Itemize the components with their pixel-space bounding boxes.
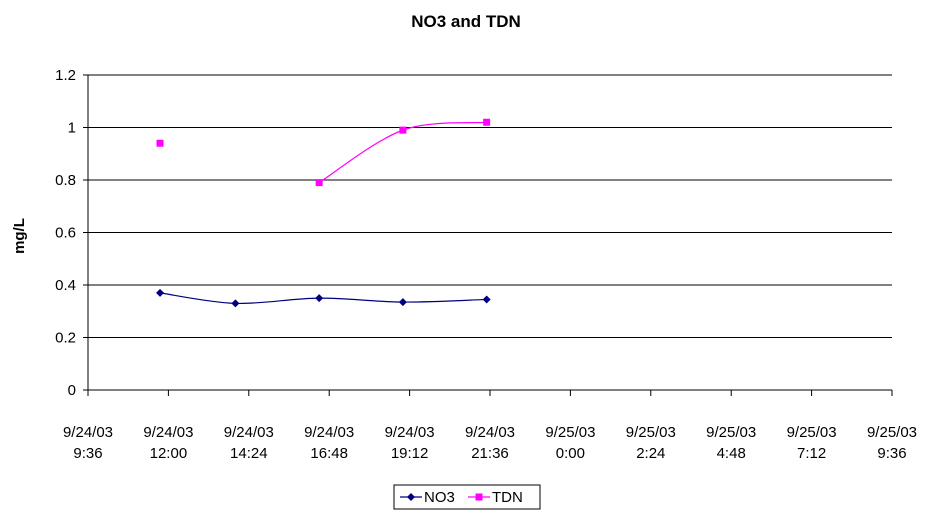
y-tick-label: 0.8	[55, 172, 76, 189]
y-tick-label: 1	[68, 120, 76, 137]
chart-title: NO3 and TDN	[411, 12, 521, 31]
x-tick-label-date: 9/24/03	[224, 424, 274, 441]
x-tick-label-date: 9/25/03	[787, 424, 837, 441]
x-tick-label-date: 9/25/03	[626, 424, 676, 441]
legend-item-tdn: TDN	[468, 489, 523, 506]
y-axis-label: mg/L	[11, 218, 28, 254]
series-no3	[156, 288, 491, 308]
grid-lines	[83, 74, 892, 391]
x-tick-label-time: 16:48	[310, 445, 348, 462]
x-tick-label-time: 9:36	[877, 445, 906, 462]
y-tick-label: 0.4	[55, 277, 76, 294]
y-tick-label: 0.2	[55, 330, 76, 347]
x-tick-labels: 9/24/03 9:36 9/24/03 12:00 9/24/03 14:24 9/24/…	[63, 424, 917, 462]
legend-label-no3: NO3	[424, 489, 455, 506]
x-tick-label-date: 9/24/03	[143, 424, 193, 441]
x-tick-label-time: 4:48	[717, 445, 746, 462]
no3-line	[159, 292, 487, 305]
x-tick-label-date: 9/25/03	[706, 424, 756, 441]
legend-marker-tdn	[475, 493, 483, 501]
tdn-point	[156, 139, 164, 147]
y-tick-label: 0.6	[55, 225, 76, 242]
x-tick-label-date: 9/24/03	[385, 424, 435, 441]
x-tick-label-time: 14:24	[230, 445, 268, 462]
series-tdn	[156, 118, 491, 187]
x-tick-label-date: 9/25/03	[867, 424, 917, 441]
legend: NO3 TDN	[393, 484, 541, 510]
tdn-point	[483, 118, 491, 126]
tdn-point	[315, 179, 323, 187]
x-tick-label-date: 9/24/03	[465, 424, 515, 441]
x-tick-label-time: 7:12	[797, 445, 826, 462]
y-tick-label: 1.2	[55, 67, 76, 84]
x-tick-label-time: 2:24	[636, 445, 665, 462]
y-tick-label: 0	[68, 382, 76, 399]
no3-point	[156, 288, 165, 297]
no3-point	[231, 299, 240, 308]
legend-item-no3: NO3	[400, 489, 455, 506]
no3-point	[398, 298, 407, 307]
legend-label-tdn: TDN	[492, 489, 523, 506]
x-tick-label-time: 12:00	[150, 445, 188, 462]
legend-marker-no3	[407, 493, 415, 501]
x-tick-label-time: 19:12	[391, 445, 429, 462]
tdn-point	[399, 126, 407, 134]
x-tick-label-time: 9:36	[73, 445, 102, 462]
x-tick-label-time: 0:00	[556, 445, 585, 462]
x-tick-label-date: 9/24/03	[63, 424, 113, 441]
x-tick-label-time: 21:36	[471, 445, 509, 462]
no3-point	[482, 295, 491, 304]
series-layer	[156, 118, 491, 308]
x-tick-label-date: 9/24/03	[304, 424, 354, 441]
x-tick-label-date: 9/25/03	[545, 424, 595, 441]
y-tick-labels: 0 0.2 0.4 0.6 0.8 1 1.2	[55, 67, 76, 399]
no3-point	[315, 294, 324, 303]
axes	[87, 75, 893, 396]
